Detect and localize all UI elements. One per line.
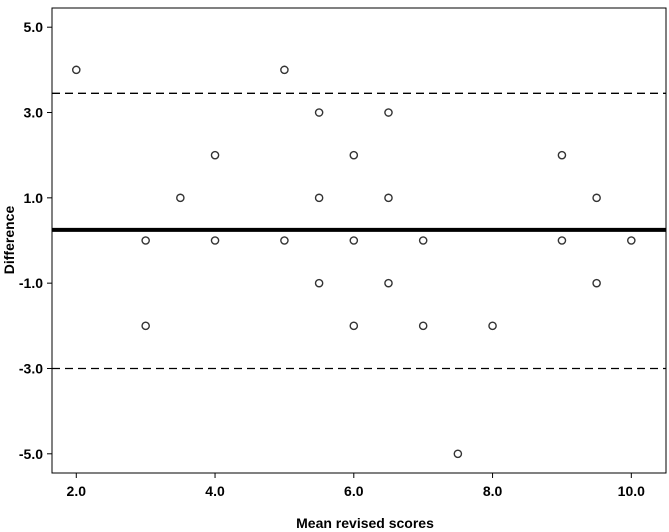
x-tick-label: 2.0	[67, 483, 87, 499]
data-point	[592, 193, 601, 203]
x-axis-title: Mean revised scores	[296, 515, 434, 531]
data-point	[280, 236, 289, 245]
data-point	[71, 65, 81, 75]
data-point	[314, 278, 324, 288]
reference-lines	[52, 92, 666, 370]
data-point	[314, 108, 324, 117]
data-point	[453, 449, 463, 459]
y-tick-label: -5.0	[19, 446, 43, 462]
data-point	[418, 321, 428, 331]
data-point	[349, 236, 359, 245]
data-point	[384, 193, 393, 203]
y-tick-label: 3.0	[24, 105, 44, 121]
y-axis-ticks: 5.0 3.0 1.0 -1.0 -3.0 -5.0	[19, 19, 52, 462]
data-point	[314, 193, 324, 203]
data-point	[384, 108, 393, 117]
y-tick-label: 5.0	[24, 19, 44, 35]
data-point	[141, 321, 150, 331]
data-point	[349, 321, 359, 331]
x-tick-label: 4.0	[205, 483, 225, 499]
y-axis-title: Difference	[1, 206, 17, 275]
data-point	[384, 278, 393, 288]
x-axis-ticks: 2.0 4.0 6.0 8.0 10.0	[67, 473, 645, 499]
data-point	[488, 321, 497, 331]
data-point	[349, 150, 359, 160]
y-tick-label: -3.0	[19, 360, 43, 376]
plot-frame	[51, 7, 667, 474]
data-point	[141, 236, 150, 245]
data-point	[592, 278, 601, 288]
x-tick-label: 10.0	[618, 483, 645, 499]
data-point	[557, 150, 567, 160]
data-point	[280, 65, 289, 75]
data-point	[627, 236, 636, 245]
data-point	[210, 150, 220, 160]
data-point	[176, 193, 185, 203]
data-point	[210, 236, 220, 245]
x-tick-label: 8.0	[483, 483, 503, 499]
data-points	[71, 65, 636, 459]
x-tick-label: 6.0	[344, 483, 364, 499]
data-point	[418, 236, 428, 245]
data-point	[557, 236, 567, 245]
y-tick-label: -1.0	[19, 275, 43, 291]
y-tick-label: 1.0	[24, 190, 44, 206]
